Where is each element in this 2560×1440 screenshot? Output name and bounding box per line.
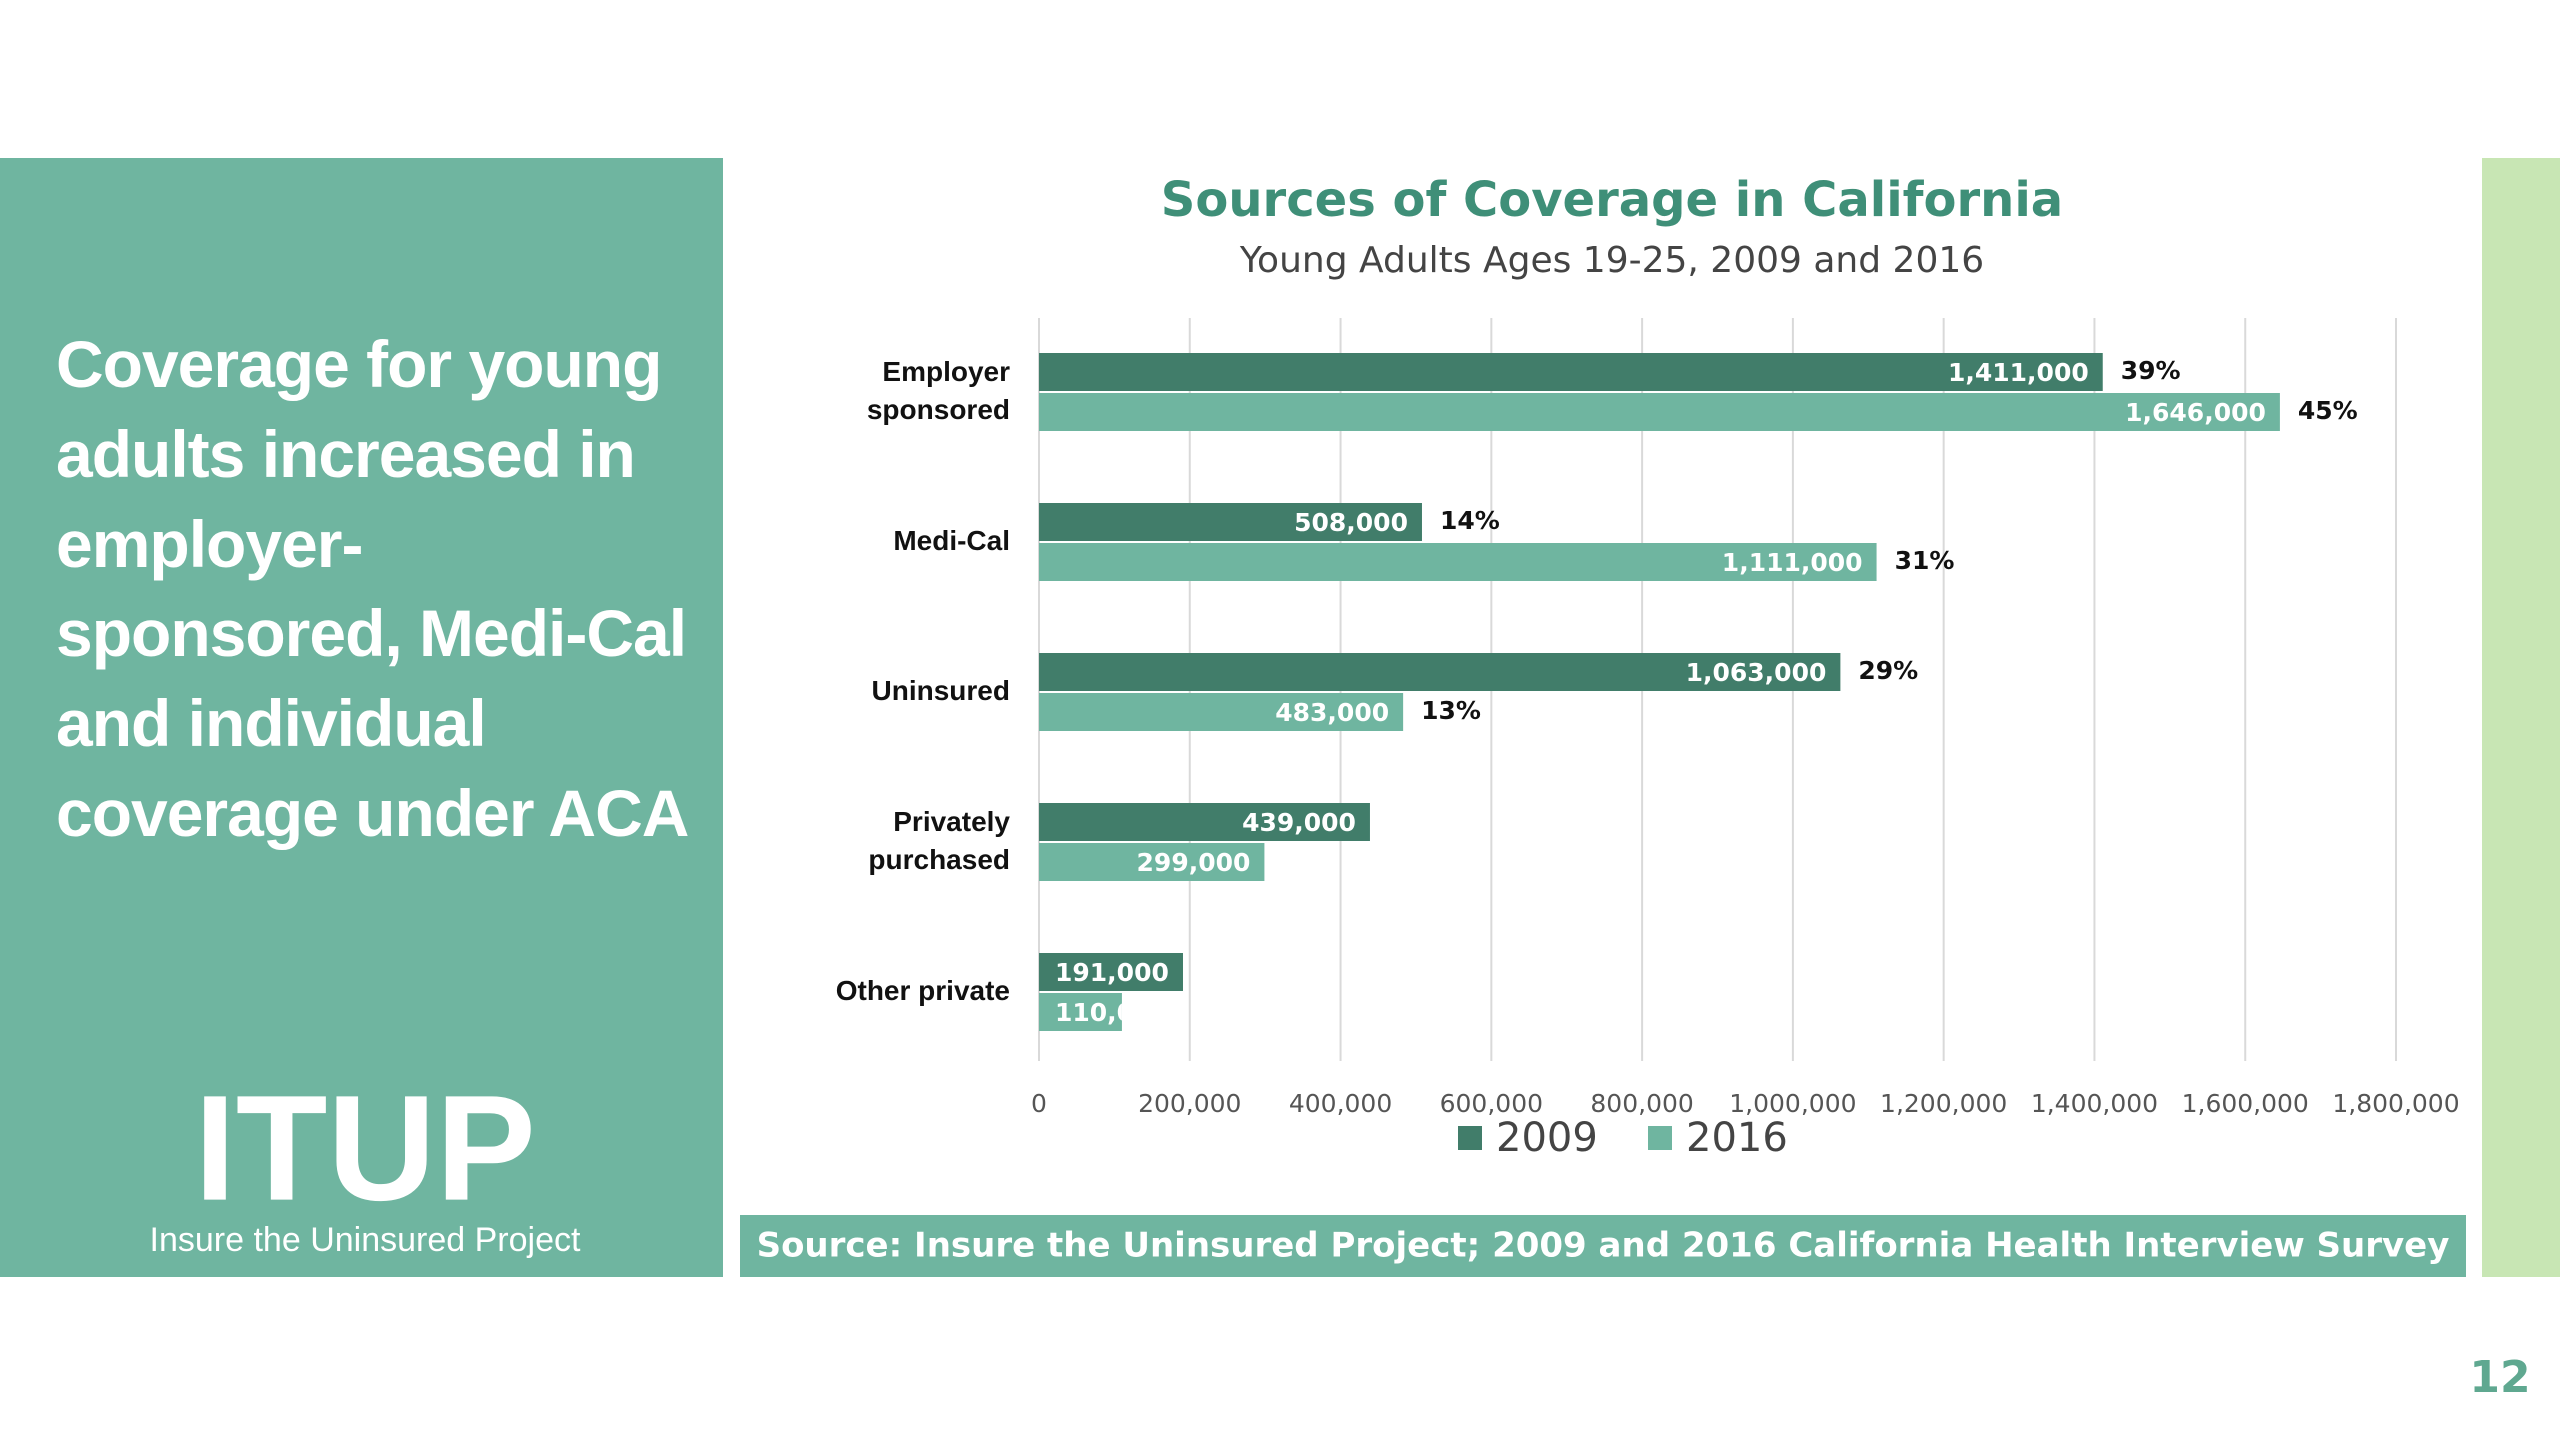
- category-label: Privately purchased: [868, 806, 1010, 875]
- value-label: 439,000: [1242, 808, 1356, 837]
- x-tick-label: 1,400,000: [2031, 1089, 2158, 1118]
- value-label: 1,063,000: [1686, 658, 1827, 687]
- x-tick-label: 1,200,000: [1880, 1089, 2007, 1118]
- value-label: 191,000: [1055, 958, 1169, 987]
- category-label: Medi-Cal: [893, 525, 1010, 557]
- value-label: 1,646,000: [2125, 398, 2266, 427]
- x-tick-label: 400,000: [1289, 1089, 1392, 1118]
- legend-swatch: [1648, 1126, 1672, 1150]
- right-strip: [2482, 158, 2560, 1277]
- category-label: Uninsured: [871, 675, 1010, 707]
- share-label: 14%: [1440, 506, 1500, 535]
- chart-title: Sources of Coverage in California: [1161, 172, 2063, 228]
- x-tick-label: 600,000: [1440, 1089, 1543, 1118]
- left-panel: [0, 158, 723, 1277]
- value-label: 1,411,000: [1948, 358, 2089, 387]
- bar: [1039, 393, 2280, 431]
- bar: [1039, 803, 1370, 841]
- bar: [1039, 693, 1404, 731]
- bar: [1039, 843, 1265, 881]
- source-bar: [740, 1215, 2466, 1277]
- legend-label: 2009: [1496, 1115, 1598, 1161]
- share-label: 39%: [2121, 356, 2181, 385]
- bar: [1039, 953, 1183, 991]
- value-label: 110,000: [1055, 998, 1169, 1027]
- value-label: 299,000: [1137, 848, 1251, 877]
- x-tick-label: 1,000,000: [1729, 1089, 1856, 1118]
- bar: [1039, 353, 2103, 391]
- value-label: 508,000: [1294, 508, 1408, 537]
- value-label: 1,111,000: [1722, 548, 1863, 577]
- category-label: Other private: [835, 975, 1010, 1007]
- share-label: 13%: [1421, 696, 1481, 725]
- heading: Coverage for young adults increased in e…: [56, 327, 689, 850]
- x-tick-label: 1,800,000: [2332, 1089, 2459, 1118]
- legend-swatch: [1458, 1126, 1482, 1150]
- page-number: 12: [2469, 1352, 2530, 1403]
- x-tick-label: 200,000: [1138, 1089, 1241, 1118]
- bar: [1039, 503, 1422, 541]
- value-label: 483,000: [1275, 698, 1389, 727]
- x-tick-label: 1,600,000: [2182, 1089, 2309, 1118]
- source: Source: Insure the Uninsured Project; 20…: [757, 1226, 2450, 1266]
- bar: [1039, 653, 1841, 691]
- share-label: 31%: [1895, 546, 1955, 575]
- logo-caption: Insure the Uninsured Project: [150, 1221, 581, 1259]
- chart-subtitle: Young Adults Ages 19-25, 2009 and 2016: [1239, 240, 1984, 281]
- logo: ITUP: [194, 1064, 536, 1232]
- bar: [1039, 993, 1122, 1031]
- x-tick-label: 0: [1031, 1089, 1047, 1118]
- x-tick-label: 800,000: [1590, 1089, 1693, 1118]
- category-label: Employer sponsored: [866, 356, 1010, 425]
- bar: [1039, 543, 1877, 581]
- legend-label: 2016: [1686, 1115, 1788, 1161]
- share-label: 45%: [2298, 396, 2358, 425]
- share-label: 29%: [1858, 656, 1918, 685]
